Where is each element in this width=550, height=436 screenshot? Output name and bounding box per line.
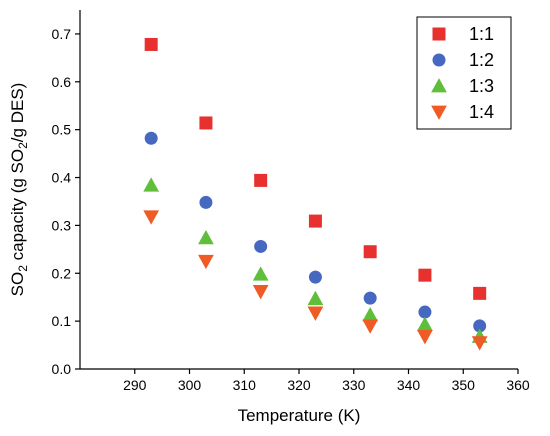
legend-label: 1:2 bbox=[469, 50, 494, 70]
y-label-subscript: 2 bbox=[16, 265, 30, 272]
data-point bbox=[362, 319, 379, 334]
y-tick-label: 0.4 bbox=[52, 170, 72, 186]
data-point bbox=[143, 210, 160, 225]
data-point bbox=[417, 316, 433, 331]
x-tick-label: 320 bbox=[287, 377, 311, 393]
x-tick-label: 360 bbox=[506, 377, 530, 393]
y-label-text: capacity (g SO bbox=[8, 149, 27, 265]
legend: 1:1 1:2 1:3 1:4 bbox=[416, 16, 512, 130]
data-point bbox=[144, 131, 158, 145]
y-label-text: SO bbox=[8, 272, 27, 297]
data-point bbox=[362, 307, 379, 322]
x-tick-label: 310 bbox=[233, 377, 257, 393]
y-tick-label: 0.3 bbox=[52, 217, 72, 233]
legend-box bbox=[416, 16, 512, 130]
y-tick-label: 0.0 bbox=[52, 361, 72, 377]
data-point bbox=[308, 270, 322, 284]
data-point bbox=[254, 173, 268, 187]
data-point bbox=[252, 266, 269, 281]
data-points bbox=[143, 37, 488, 351]
x-axis-label: Temperature (K) bbox=[238, 406, 361, 425]
legend-label: 1:1 bbox=[469, 24, 494, 44]
ticks: 290 300 310 320 330 340 350 360 0.0 0.1 0.2 0.3 0.4 0… bbox=[52, 26, 530, 393]
data-point bbox=[417, 330, 433, 345]
legend-label: 1:3 bbox=[469, 76, 494, 96]
legend-label: 1:4 bbox=[469, 102, 494, 122]
data-point bbox=[199, 195, 213, 209]
y-tick-label: 0.5 bbox=[52, 122, 72, 138]
legend-marker bbox=[432, 27, 446, 41]
data-point bbox=[143, 177, 160, 192]
data-point bbox=[307, 290, 324, 306]
data-point bbox=[252, 285, 269, 300]
data-point bbox=[473, 286, 487, 300]
y-label-subscript: 2 bbox=[16, 142, 30, 149]
data-point bbox=[198, 229, 214, 245]
y-tick-label: 0.1 bbox=[52, 313, 72, 329]
legend-marker bbox=[432, 53, 446, 67]
data-point bbox=[254, 239, 268, 253]
x-tick-label: 290 bbox=[123, 377, 147, 393]
data-point bbox=[418, 305, 432, 319]
x-tick-label: 300 bbox=[178, 377, 202, 393]
y-label-text: /g DES) bbox=[8, 83, 27, 143]
y-tick-label: 0.2 bbox=[52, 265, 72, 281]
data-point bbox=[363, 245, 377, 259]
data-point bbox=[418, 268, 432, 282]
legend-marker bbox=[431, 78, 447, 93]
data-point bbox=[144, 37, 158, 51]
data-point bbox=[473, 319, 487, 333]
data-point bbox=[199, 116, 213, 130]
y-axis-label: SO2 capacity (g SO2/g DES) bbox=[8, 83, 30, 297]
y-tick-label: 0.7 bbox=[52, 26, 72, 42]
data-point bbox=[307, 306, 324, 321]
y-tick-label: 0.6 bbox=[52, 74, 72, 90]
x-tick-label: 350 bbox=[452, 377, 476, 393]
x-tick-label: 340 bbox=[397, 377, 421, 393]
x-tick-label: 330 bbox=[342, 377, 366, 393]
legend-marker bbox=[431, 105, 447, 120]
data-point bbox=[363, 291, 377, 305]
data-point bbox=[308, 214, 322, 228]
data-point bbox=[471, 336, 488, 351]
data-point bbox=[198, 254, 214, 270]
